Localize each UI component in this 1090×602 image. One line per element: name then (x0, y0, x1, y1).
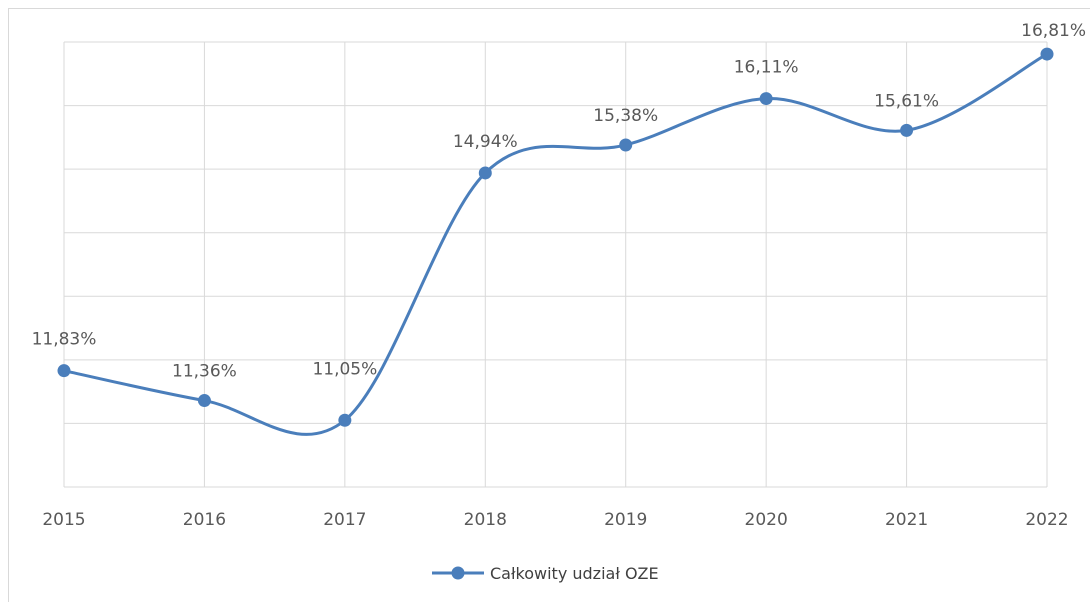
legend-label: Całkowity udział OZE (490, 564, 659, 583)
data-labels: 11,83% 11,36% 11,05% 14,94% 15,38% 16,11% 15,6… (32, 21, 1086, 381)
x-tick-label: 2021 (885, 510, 928, 530)
data-point-marker (619, 138, 633, 152)
data-point-marker (197, 394, 211, 408)
data-point-marker (900, 123, 914, 137)
series-line (62, 52, 1049, 436)
x-tick-label: 2017 (323, 510, 366, 530)
series-lines (62, 52, 1049, 436)
legend-swatch-marker (451, 566, 465, 580)
data-point-marker (57, 364, 71, 378)
data-label: 11,05% (312, 359, 377, 379)
data-label: 14,94% (453, 132, 518, 152)
x-tick-label: 2016 (183, 510, 226, 530)
data-point-marker (759, 92, 773, 106)
x-tick-label: 2019 (604, 510, 647, 530)
x-tick-label: 2015 (42, 510, 85, 530)
series-markers (57, 47, 1054, 427)
x-tick-label: 2022 (1025, 510, 1068, 530)
data-label: 15,61% (874, 91, 939, 111)
data-label: 11,36% (172, 362, 237, 382)
x-tick-label: 2020 (745, 510, 788, 530)
data-label: 16,11% (734, 58, 799, 78)
x-axis-tick-labels: 2015 2016 2017 2018 2019 2020 2021 2022 (42, 510, 1068, 530)
data-point-marker (338, 413, 352, 427)
data-label: 16,81% (1021, 21, 1086, 41)
chart-border (8, 8, 1090, 602)
data-point-marker (1040, 47, 1054, 61)
legend: Całkowity udział OZE (432, 564, 659, 583)
x-tick-label: 2018 (464, 510, 507, 530)
data-label: 15,38% (593, 106, 658, 126)
data-label: 11,83% (32, 330, 97, 350)
data-point-marker (478, 166, 492, 180)
gridlines (63, 41, 1048, 488)
